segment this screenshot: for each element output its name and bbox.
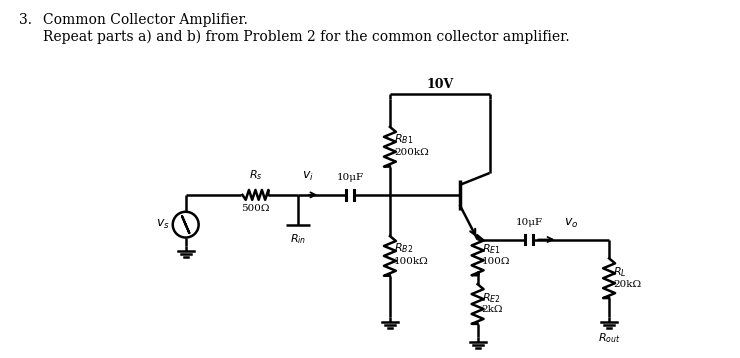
Text: $R_{E1}$: $R_{E1}$: [482, 243, 500, 256]
Text: 3.: 3.: [19, 13, 33, 27]
Text: $v_o$: $v_o$: [565, 217, 579, 229]
Text: 10μF: 10μF: [337, 173, 363, 182]
Text: 100kΩ: 100kΩ: [394, 257, 428, 266]
Text: 200kΩ: 200kΩ: [394, 148, 428, 157]
Text: 20kΩ: 20kΩ: [613, 280, 641, 289]
Text: Common Collector Amplifier.: Common Collector Amplifier.: [43, 13, 248, 27]
Text: $R_{out}$: $R_{out}$: [598, 331, 620, 345]
Text: Repeat parts a) and b) from Problem 2 for the common collector amplifier.: Repeat parts a) and b) from Problem 2 fo…: [43, 29, 570, 44]
Text: $R_{B1}$: $R_{B1}$: [394, 132, 413, 146]
Text: $R_{E2}$: $R_{E2}$: [482, 291, 500, 305]
Text: $v_i$: $v_i$: [303, 170, 314, 183]
Text: 10μF: 10μF: [516, 218, 543, 227]
Text: 2kΩ: 2kΩ: [482, 305, 503, 314]
Text: 500Ω: 500Ω: [241, 204, 269, 213]
Text: $R_{B2}$: $R_{B2}$: [394, 241, 413, 255]
Text: 10V: 10V: [426, 78, 454, 91]
Text: $R_s$: $R_s$: [249, 168, 262, 182]
Text: $R_L$: $R_L$: [613, 265, 627, 279]
Text: $v_s$: $v_s$: [156, 218, 169, 231]
Text: $R_{in}$: $R_{in}$: [290, 233, 306, 246]
Text: 100Ω: 100Ω: [482, 257, 510, 266]
